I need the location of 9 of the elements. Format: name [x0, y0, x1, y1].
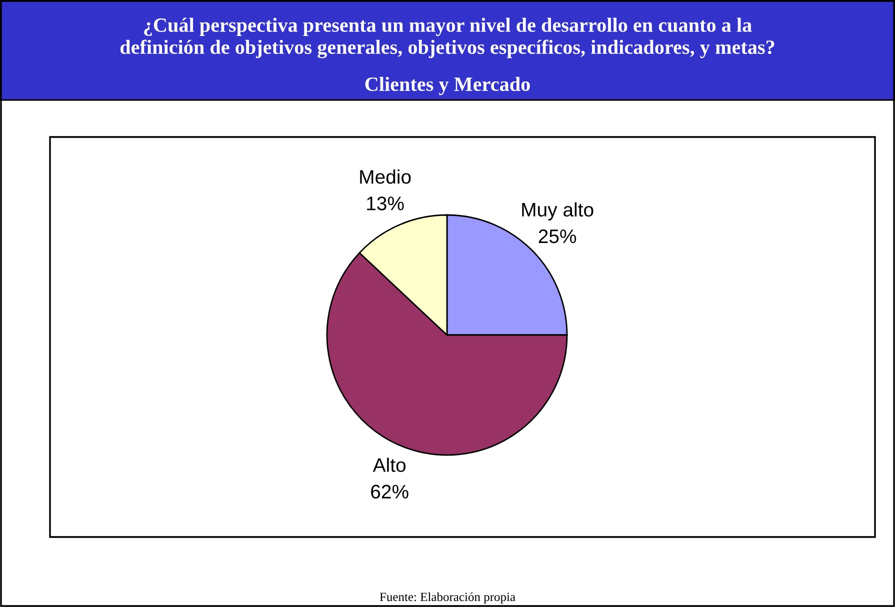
- data-label: 13%: [367, 196, 404, 210]
- chart-title: ¿Cuál perspectiva presenta un mayor nivel de desarrollo en cuanto a la definición de objetivos generales, objetivos específicos, indicadores, y metas?: [120, 18, 774, 58]
- slice-label: Muy alto: [522, 202, 594, 220]
- slice-label: Alto: [372, 458, 406, 472]
- data-label: 25%: [538, 229, 576, 244]
- chart-subtitle: Clientes y Mercado: [365, 76, 530, 96]
- data-label: 62%: [371, 484, 408, 499]
- source-note: Fuente: Elaboración propia: [380, 592, 516, 604]
- slice-label: Medio: [360, 169, 411, 184]
